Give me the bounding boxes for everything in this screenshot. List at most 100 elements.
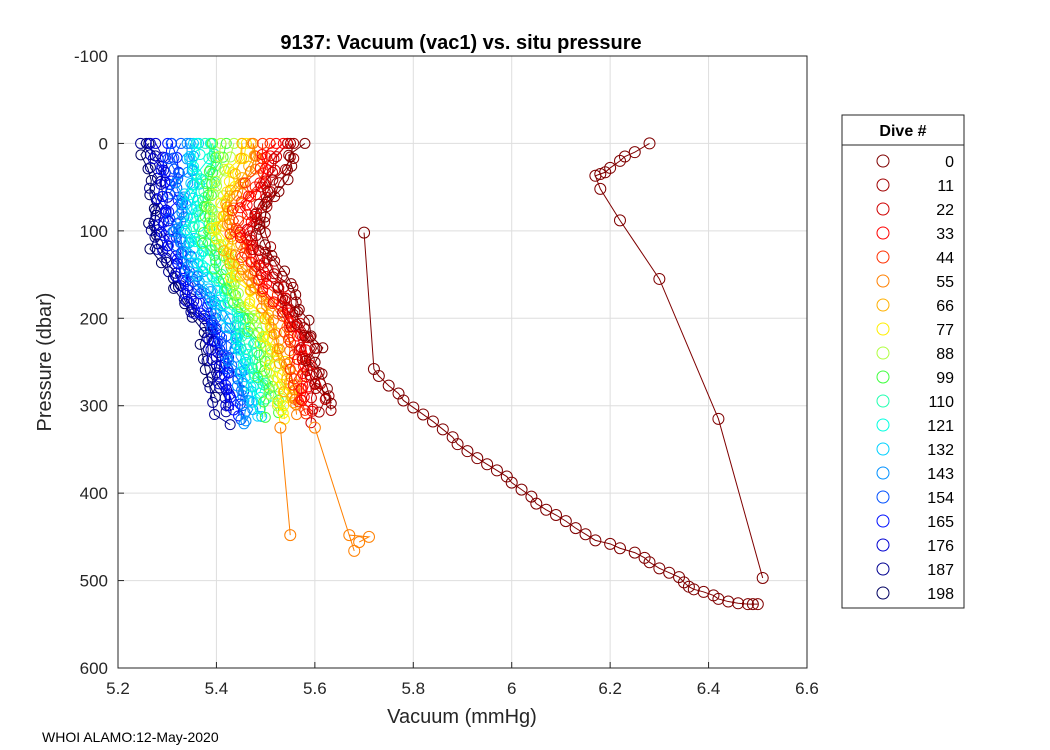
legend-title: Dive # bbox=[879, 123, 926, 140]
legend-label: 121 bbox=[927, 418, 954, 435]
dive-profile-point bbox=[236, 137, 248, 149]
legend-label: 77 bbox=[936, 322, 954, 339]
dive-profile-point bbox=[303, 314, 315, 326]
dive-profile-point bbox=[193, 194, 205, 206]
x-tick-label: 6 bbox=[507, 679, 516, 698]
y-axis-ticks: -100 0 100 200 300 400 500 600 bbox=[74, 47, 124, 678]
dive-profile-point bbox=[203, 283, 215, 295]
legend-label: 22 bbox=[936, 202, 954, 219]
dive-profile-point bbox=[283, 149, 295, 161]
dive-profile-point bbox=[245, 165, 257, 177]
plot-frame bbox=[117, 55, 808, 669]
dive-profile-point bbox=[188, 307, 200, 319]
dive-profile-point bbox=[236, 188, 248, 200]
dive-profile-point bbox=[208, 263, 220, 275]
dive-profile-point bbox=[257, 137, 269, 149]
dive-profile-point bbox=[198, 200, 210, 212]
series-point bbox=[594, 182, 607, 195]
dive-profile-point bbox=[300, 344, 312, 356]
dive-profile-point bbox=[265, 343, 277, 355]
dive-profile-point bbox=[184, 151, 196, 163]
dive-profile-point bbox=[217, 273, 229, 285]
dive-profile-point bbox=[252, 371, 264, 383]
dive-profile-point bbox=[164, 188, 176, 200]
dive-profile-point bbox=[209, 409, 221, 421]
series-point bbox=[274, 421, 287, 434]
dive-profile-point bbox=[196, 259, 208, 271]
dive-profile-point bbox=[323, 390, 335, 402]
dive-profile-point bbox=[235, 366, 247, 378]
dive-profile-point bbox=[164, 179, 176, 191]
dive-profile-point bbox=[278, 400, 290, 412]
legend-marker bbox=[876, 466, 890, 480]
dive-profile-point bbox=[267, 174, 279, 186]
legend-label: 88 bbox=[936, 346, 954, 363]
series-point bbox=[741, 598, 754, 611]
dive-profile-point bbox=[270, 327, 282, 339]
dive-profile-point bbox=[168, 152, 180, 164]
dive-profile-point bbox=[321, 383, 333, 395]
series-point bbox=[722, 595, 735, 608]
dive-profile-point bbox=[245, 256, 257, 268]
dive-profile-point bbox=[253, 244, 265, 256]
dive-profile-point bbox=[199, 137, 211, 149]
dive-profile-point bbox=[217, 310, 229, 322]
dive-profile-point bbox=[194, 338, 206, 350]
legend-marker bbox=[876, 226, 890, 240]
dive-profile-point bbox=[169, 281, 181, 293]
dive-profile-point bbox=[173, 167, 185, 179]
dive-profile-point bbox=[184, 137, 196, 149]
dive-profile-point bbox=[246, 396, 258, 408]
dive-profile-point bbox=[246, 386, 258, 398]
dive-profile-point bbox=[135, 149, 147, 161]
dive-profile-point bbox=[233, 410, 245, 422]
dive-profile-point bbox=[182, 247, 194, 259]
dive-profile-point bbox=[215, 137, 227, 149]
dive-profile-point bbox=[305, 330, 317, 342]
dive-profile-point bbox=[325, 404, 337, 416]
series-line bbox=[279, 427, 291, 536]
dive-profile-point bbox=[224, 322, 236, 334]
dive-profile-point bbox=[249, 150, 261, 162]
dive-profile-point bbox=[144, 137, 156, 149]
dive-profile-point bbox=[316, 368, 328, 380]
dive-profile-point bbox=[195, 249, 207, 261]
dive-profile-point bbox=[155, 178, 167, 190]
dive-profile-point bbox=[207, 317, 219, 329]
dive-profile-point bbox=[278, 326, 290, 338]
dive-profile-point bbox=[234, 270, 246, 282]
dive-profile-point bbox=[254, 403, 266, 415]
dive-profile-point bbox=[206, 354, 218, 366]
legend-marker bbox=[876, 538, 890, 552]
dive-profile-point bbox=[184, 189, 196, 201]
dive-profile-point bbox=[210, 257, 222, 269]
dive-profile-point bbox=[163, 206, 175, 218]
series-point bbox=[358, 226, 371, 239]
dive-profile-point bbox=[305, 392, 317, 404]
series-point bbox=[746, 598, 759, 611]
dive-profile-point bbox=[250, 189, 262, 201]
series-point bbox=[343, 529, 356, 542]
dive-profile-point bbox=[263, 388, 275, 400]
dive-profile-point bbox=[217, 220, 229, 232]
y-tick-label: 300 bbox=[80, 397, 108, 416]
dive-profile-point bbox=[271, 151, 283, 163]
dive-profile-point bbox=[273, 343, 285, 355]
series-point bbox=[559, 515, 572, 528]
dive-profile-point bbox=[156, 191, 168, 203]
dive-profile-point bbox=[259, 239, 271, 251]
legend-marker bbox=[876, 514, 890, 528]
y-tick-label: 0 bbox=[99, 134, 108, 153]
y-axis-label: Pressure (dbar) bbox=[34, 293, 56, 432]
series-point bbox=[579, 528, 592, 541]
legend-marker bbox=[876, 322, 890, 336]
dive-profile-point bbox=[148, 203, 160, 215]
dive-profile-point bbox=[253, 198, 265, 210]
series-point bbox=[308, 421, 321, 434]
dive-profile-point bbox=[194, 149, 206, 161]
series-point bbox=[451, 438, 464, 451]
dive-profile-point bbox=[228, 137, 240, 149]
dive-profile-point bbox=[239, 322, 251, 334]
dive-profile-point bbox=[285, 336, 297, 348]
